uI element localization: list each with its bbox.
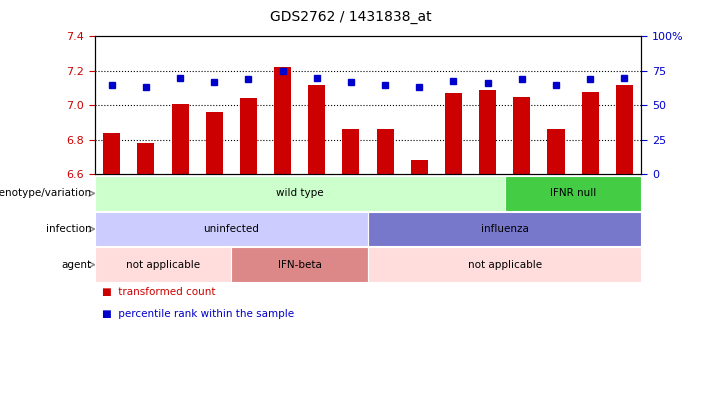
- Bar: [547, 129, 564, 174]
- Bar: [308, 85, 325, 174]
- Bar: [376, 129, 394, 174]
- Bar: [137, 143, 154, 174]
- Bar: [615, 85, 633, 174]
- Bar: [411, 160, 428, 174]
- Bar: [342, 129, 360, 174]
- Bar: [582, 92, 599, 174]
- Bar: [95, 176, 505, 211]
- Text: IFN-beta: IFN-beta: [278, 260, 322, 270]
- Bar: [95, 212, 368, 246]
- Bar: [479, 90, 496, 174]
- Text: ■  percentile rank within the sample: ■ percentile rank within the sample: [102, 309, 294, 320]
- Text: not applicable: not applicable: [468, 260, 542, 270]
- Bar: [95, 247, 231, 282]
- Text: agent: agent: [61, 260, 91, 270]
- Text: infection: infection: [46, 224, 91, 234]
- Bar: [103, 133, 121, 174]
- Bar: [445, 93, 462, 174]
- Bar: [505, 176, 641, 211]
- Text: influenza: influenza: [481, 224, 529, 234]
- Text: not applicable: not applicable: [126, 260, 200, 270]
- Bar: [513, 97, 531, 174]
- Bar: [368, 212, 641, 246]
- Bar: [240, 98, 257, 174]
- Bar: [368, 247, 641, 282]
- Bar: [231, 247, 368, 282]
- Text: uninfected: uninfected: [203, 224, 259, 234]
- Bar: [172, 104, 189, 174]
- Text: genotype/variation: genotype/variation: [0, 188, 91, 198]
- Text: IFNR null: IFNR null: [550, 188, 596, 198]
- Bar: [274, 68, 291, 174]
- Text: ■  transformed count: ■ transformed count: [102, 287, 215, 297]
- Text: GDS2762 / 1431838_at: GDS2762 / 1431838_at: [270, 10, 431, 24]
- Bar: [205, 112, 223, 174]
- Text: wild type: wild type: [276, 188, 323, 198]
